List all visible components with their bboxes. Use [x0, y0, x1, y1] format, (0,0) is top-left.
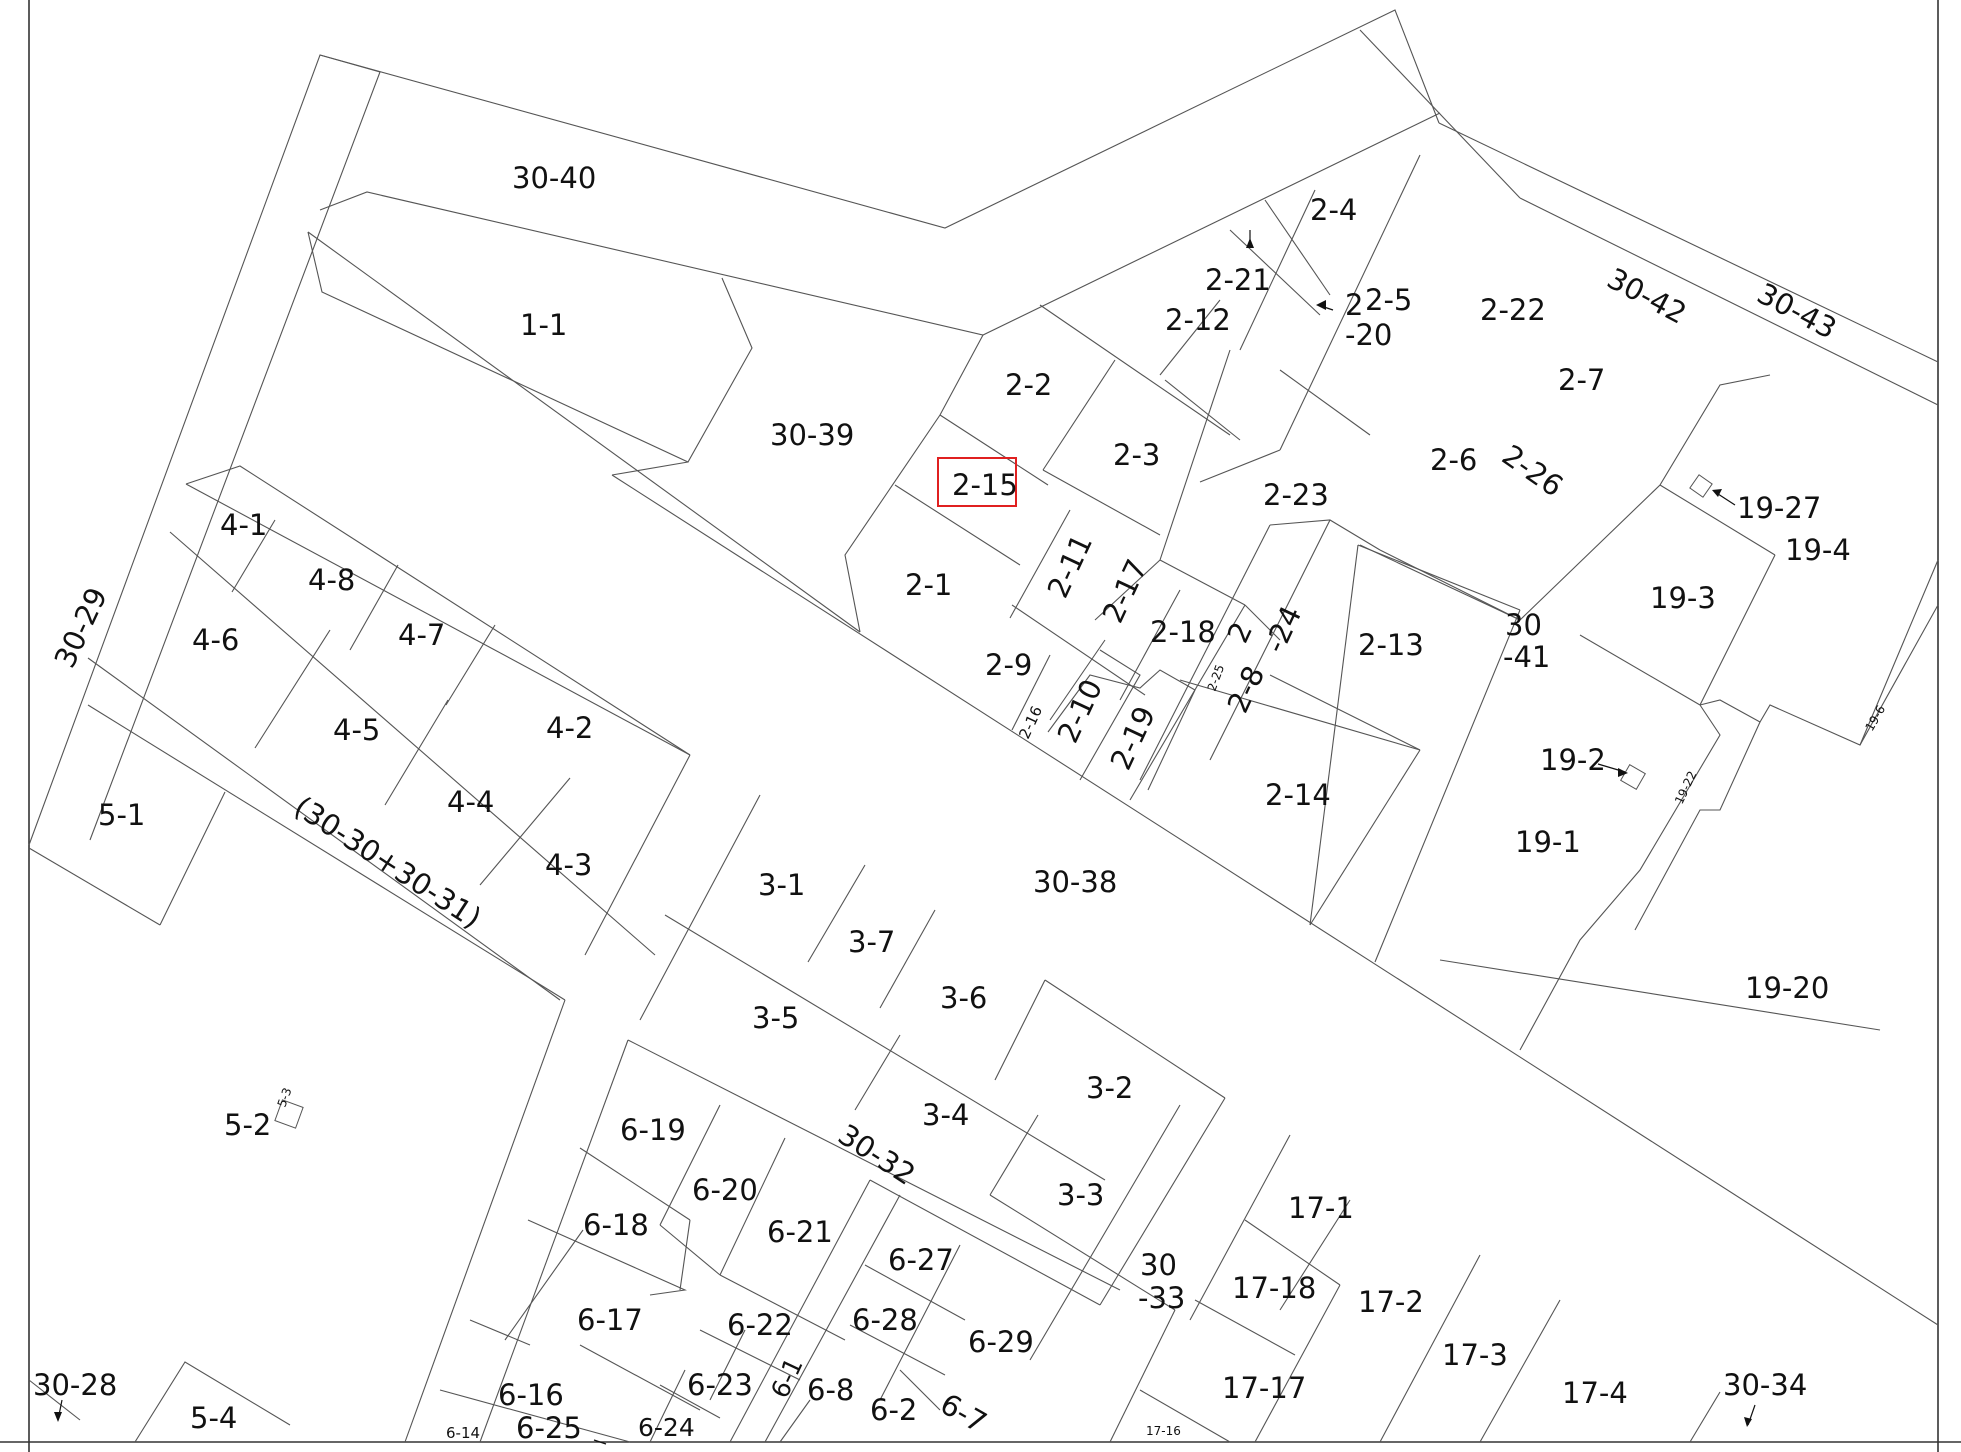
parcel-label: 6-7	[935, 1387, 993, 1440]
parcel-label: 17-17	[1222, 1371, 1306, 1405]
parcel-label: 2-19	[1104, 701, 1163, 775]
parcel-label: 30-40	[512, 161, 596, 195]
parcel-label: 30	[1140, 1248, 1177, 1282]
parcel-label: 30-29	[48, 582, 114, 673]
parcel-label: 6-21	[767, 1215, 833, 1249]
parcel-label: 6-29	[968, 1325, 1034, 1359]
parcel-label: 17-4	[1562, 1376, 1628, 1410]
parcel-label: 4-6	[192, 623, 239, 657]
parcel-label: 2-1	[905, 568, 952, 602]
parcel-label: 5-4	[190, 1401, 237, 1435]
parcel-label: 3-7	[848, 925, 895, 959]
highlight-box	[937, 457, 1017, 507]
parcel-label: 2-7	[1558, 363, 1605, 397]
parcel-label: 30-34	[1723, 1368, 1807, 1402]
parcel-label: 2-13	[1358, 628, 1424, 662]
parcel-label: 2-2	[1005, 368, 1052, 402]
parcel-label: 6-2	[870, 1393, 917, 1427]
parcel-label: 5-3	[275, 1086, 295, 1109]
parcel-label: 2-23	[1263, 478, 1329, 512]
parcel-label: 4-2	[546, 711, 593, 745]
parcel-label: 19-4	[1785, 533, 1851, 567]
parcel-label: 3-4	[922, 1098, 969, 1132]
parcel-label: 30-38	[1033, 865, 1117, 899]
parcel-label: 2-12	[1165, 303, 1231, 337]
parcel-label: 2-3	[1113, 438, 1160, 472]
parcel-label: 2-26	[1496, 438, 1569, 504]
parcel-label: 30-42	[1602, 261, 1692, 331]
parcel-label: 19-1	[1515, 825, 1581, 859]
parcel-label: 19-2	[1540, 743, 1606, 777]
parcel-label: 6-22	[727, 1308, 793, 1342]
parcel-label: -41	[1503, 640, 1550, 674]
parcel-label: 2-11	[1041, 529, 1100, 603]
parcel-label: 6-8	[807, 1373, 854, 1407]
parcel-label: 2-14	[1265, 778, 1331, 812]
parcel-label: 2-5	[1365, 283, 1412, 317]
parcel-label: 6-1	[765, 1353, 809, 1402]
parcel-label: 4-5	[333, 713, 380, 747]
parcel-label: 17-16	[1146, 1424, 1181, 1438]
parcel-label: 30-32	[832, 1117, 921, 1191]
parcel-label: -33	[1138, 1281, 1185, 1315]
parcel-label: 4-1	[220, 508, 267, 542]
parcel-label: 2-21	[1205, 263, 1271, 297]
parcel-label: 30-39	[770, 418, 854, 452]
parcel-label: 3-6	[940, 981, 987, 1015]
parcel-label: 2-10	[1051, 674, 1110, 748]
parcel-label: 3-3	[1057, 1178, 1104, 1212]
parcel-label: -20	[1345, 318, 1392, 352]
parcel-label: 2-4	[1310, 193, 1357, 227]
parcel-label: 4-4	[447, 785, 494, 819]
parcel-label: 6-16	[498, 1378, 564, 1412]
parcel-label: 6-17	[577, 1303, 643, 1337]
parcel-labels: 30-40 1-1 30-39 30-29 4-1 4-8 4-6 4-7 4-…	[33, 161, 1888, 1445]
parcel-label: 6-27	[888, 1243, 954, 1277]
parcel-label: 3-2	[1086, 1071, 1133, 1105]
parcel-label: 2-16	[1015, 703, 1046, 741]
parcel-label: 5-1	[98, 798, 145, 832]
parcel-label: 30-28	[33, 1368, 117, 1402]
parcel-label: 6-18	[583, 1208, 649, 1242]
parcel-label: 6-14	[446, 1424, 480, 1442]
parcel-label: 6-20	[692, 1173, 758, 1207]
parcel-label: 2-18	[1150, 615, 1216, 649]
parcel-label: 17-1	[1288, 1191, 1354, 1225]
pointer-arrows	[54, 230, 1756, 1445]
parcel-label: 1-1	[520, 308, 567, 342]
parcel-label: 6-28	[852, 1303, 918, 1337]
parcel-label: 2-17	[1096, 554, 1155, 628]
parcel-label: 19-3	[1650, 581, 1716, 615]
parcel-label: 17-18	[1232, 1271, 1316, 1305]
parcel-label: 2-22	[1480, 293, 1546, 327]
parcel-label: 19-6	[1862, 703, 1888, 734]
parcel-label: 17-2	[1358, 1285, 1424, 1319]
parcel-label: 17-3	[1442, 1338, 1508, 1372]
parcel-label: 19-22	[1672, 769, 1699, 807]
parcel-label: 5-2	[224, 1108, 271, 1142]
parcel-boundaries	[28, 9, 1939, 1443]
parcel-label: 4-3	[545, 848, 592, 882]
parcel-label: 2-9	[985, 648, 1032, 682]
parcel-label: 3-1	[758, 868, 805, 902]
parcel-label: 6-24	[638, 1413, 695, 1442]
parcel-label: 4-8	[308, 563, 355, 597]
parcel-label: 2	[1221, 617, 1260, 648]
parcel-label: 6-23	[687, 1368, 753, 1402]
parcel-label-highlighted: 2-15	[952, 468, 1018, 502]
parcel-label: 2	[1345, 288, 1363, 322]
parcel-label: 19-27	[1737, 491, 1821, 525]
parcel-label: 2-8	[1221, 661, 1272, 718]
parcel-label: 3-5	[752, 1001, 799, 1035]
parcel-label: 2-6	[1430, 443, 1477, 477]
parcel-label: 6-25	[516, 1411, 582, 1445]
parcel-label: 19-20	[1745, 971, 1829, 1005]
parcel-label: 4-7	[398, 618, 445, 652]
parcel-label: 6-19	[620, 1113, 686, 1147]
parcel-label: 30	[1505, 608, 1542, 642]
